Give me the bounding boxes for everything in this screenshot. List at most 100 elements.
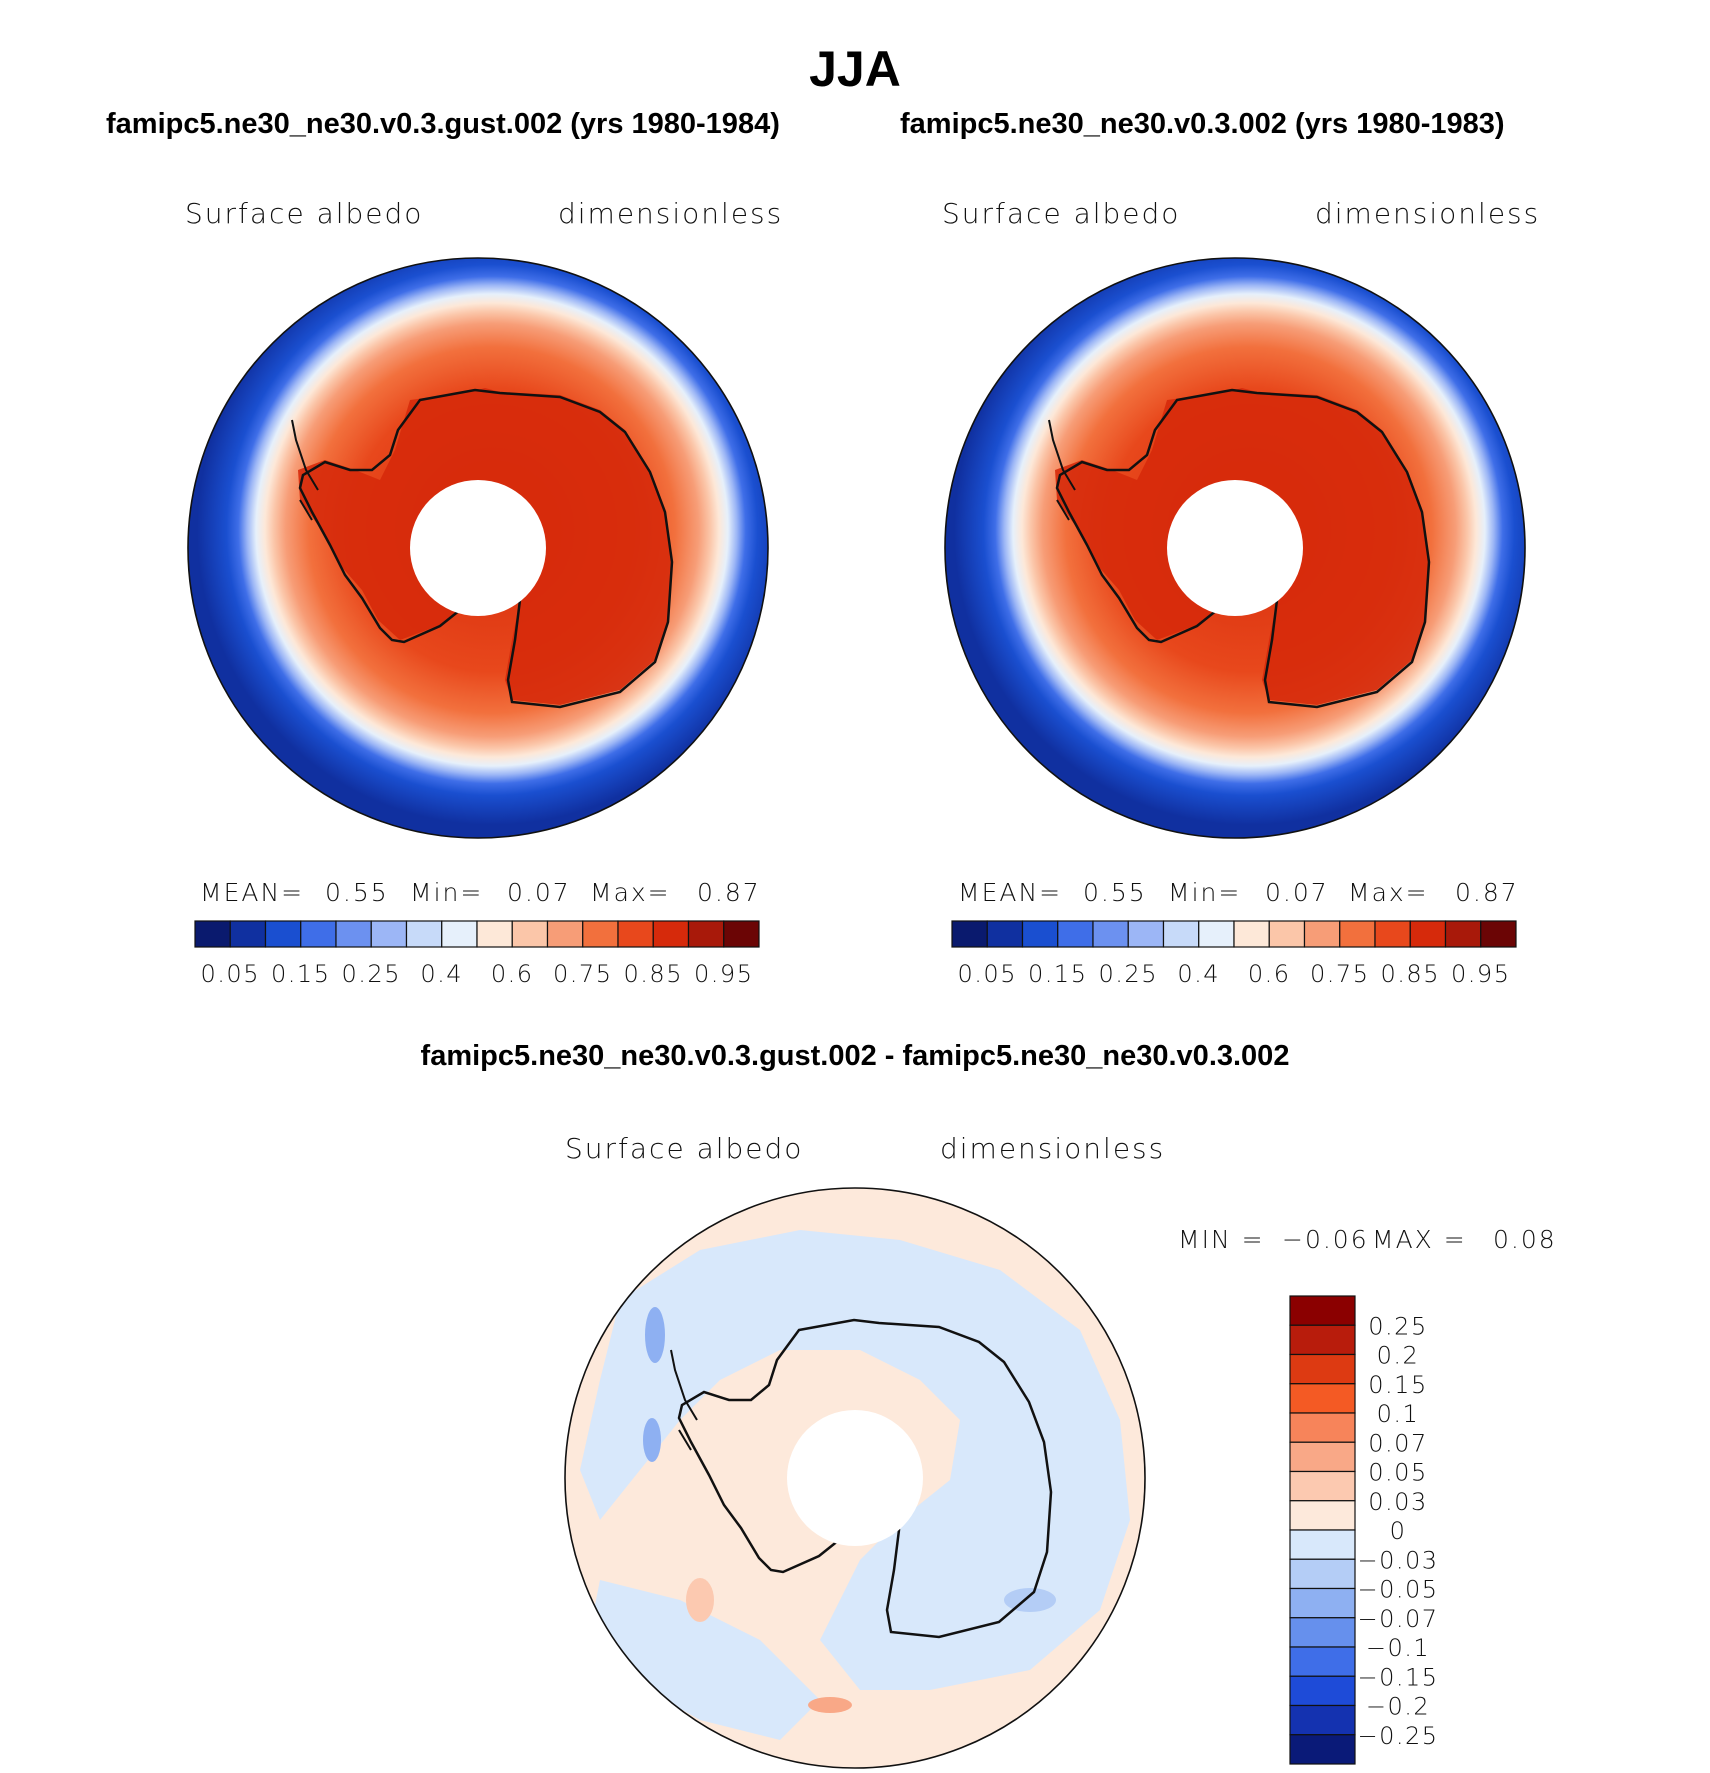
panel2-map-border <box>944 257 1526 839</box>
panel1-units-label: dimensionless <box>558 197 784 230</box>
panel2-colorbar-box <box>951 920 988 948</box>
panel1-colorbar-tick: 0.85 <box>624 960 683 988</box>
diff-colorbar-tick: 0.07 <box>1368 1429 1427 1457</box>
panel1-colorbar-box <box>511 920 549 948</box>
diff-colorbar-tick: 0.03 <box>1368 1488 1427 1516</box>
diff-colorbar-tick: −0.07 <box>1357 1605 1438 1633</box>
diff-colorbar-tick: −0.25 <box>1357 1722 1438 1750</box>
diff-colorbar-tick: 0.15 <box>1368 1371 1427 1399</box>
panel2-colorbar-tick: 0.05 <box>958 960 1017 988</box>
panel2-colorbar-box <box>1057 920 1094 948</box>
panel1-map-border <box>187 257 769 839</box>
diff-colorbar-box <box>1289 1383 1356 1414</box>
panel2-units-label: dimensionless <box>1315 197 1541 230</box>
panel2-colorbar-tick: 0.6 <box>1248 960 1291 988</box>
diff-map <box>564 1187 1146 1769</box>
diff-colorbar-box <box>1289 1500 1356 1531</box>
diff-colorbar-box <box>1289 1353 1356 1385</box>
panel1-min-value: 0.07 <box>507 878 571 907</box>
diff-colorbar-tick: 0.05 <box>1368 1459 1427 1487</box>
figure-title: JJA <box>809 41 901 97</box>
diff-colorbar-box <box>1289 1558 1356 1590</box>
panel2-colorbar-tick: 0.85 <box>1381 960 1440 988</box>
panel2-colorbar-tick: 0.4 <box>1177 960 1220 988</box>
panel2-colorbar-tick: 0.25 <box>1099 960 1158 988</box>
panel2-colorbar-box <box>1268 920 1306 948</box>
diff-map-border <box>564 1187 1146 1769</box>
panel2-max-value: 0.87 <box>1455 878 1519 907</box>
panel1-colorbar-box <box>405 920 443 948</box>
panel1-colorbar-box <box>229 920 267 948</box>
diff-peninsula-coast <box>670 1349 698 1451</box>
panel1-colorbar-box <box>652 920 690 948</box>
panel2-pole-hole <box>1167 480 1303 616</box>
diff-colorbar-box <box>1289 1324 1356 1356</box>
panel1-colorbar-box <box>687 920 725 948</box>
diff-max-label: MAX = <box>1372 1225 1467 1254</box>
panel1-colorbar-box <box>264 920 302 948</box>
panel2-colorbar-tick: 0.15 <box>1028 960 1087 988</box>
diff-colorbar-tick: −0.03 <box>1357 1546 1438 1574</box>
panel2-colorbar-box <box>1021 920 1059 948</box>
panel2-colorbar-box <box>1409 920 1447 948</box>
panel1-colorbar-box <box>546 920 584 948</box>
panel2-min-label: Min= <box>1168 878 1242 907</box>
panel1-colorbar-tick: 0.4 <box>420 960 463 988</box>
panel2-colorbar-box <box>1233 920 1270 948</box>
diff-pole-hole <box>787 1410 923 1546</box>
panel1-min-label: Min= <box>410 878 484 907</box>
diff-colorbar-tick: −0.15 <box>1357 1663 1438 1691</box>
panel1-colorbar-tick: 0.15 <box>271 960 330 988</box>
panel1-colorbar-tick: 0.25 <box>342 960 401 988</box>
diff-min-value: −0.06 <box>1282 1225 1369 1254</box>
panel1-colorbar-box <box>335 920 372 948</box>
panel2-map <box>944 257 1526 839</box>
panel2-colorbar-box <box>1444 920 1482 948</box>
diff-negative-anomaly-1 <box>645 1307 665 1363</box>
diff-colorbar-box <box>1289 1646 1356 1677</box>
diff-title: famipc5.ne30_ne30.v0.3.gust.002 - famipc… <box>420 1040 1290 1072</box>
diff-colorbar-box <box>1289 1734 1356 1765</box>
panel1-colorbar-tick: 0.95 <box>694 960 753 988</box>
diff-variable-label: Surface albedo <box>565 1132 804 1165</box>
panel1-colorbar-box <box>723 920 760 948</box>
panel1-pole-hole <box>410 480 546 616</box>
panel1-mean-value: 0.55 <box>325 878 389 907</box>
panel2-colorbar-tick: 0.95 <box>1451 960 1510 988</box>
diff-min-label: MIN = <box>1178 1225 1265 1254</box>
diff-positive-anomaly-2 <box>686 1578 714 1622</box>
panel1-colorbar-tick: 0.05 <box>201 960 260 988</box>
diff-colorbar-tick: 0.1 <box>1377 1400 1420 1428</box>
diff-colorbar-tick: 0 <box>1390 1517 1407 1545</box>
diff-colorbar-tick: −0.1 <box>1366 1634 1430 1662</box>
diff-colorbar-box <box>1289 1412 1356 1443</box>
diff-colorbar-box <box>1289 1617 1356 1648</box>
panel2-mean-value: 0.55 <box>1083 878 1147 907</box>
diff-max-value: 0.08 <box>1493 1225 1557 1254</box>
panel1-colorbar-box <box>194 920 231 948</box>
panel2-variable-label: Surface albedo <box>942 197 1181 230</box>
diff-colorbar-tick: 0.2 <box>1377 1342 1420 1370</box>
diff-negative-anomaly-2 <box>643 1418 661 1462</box>
diff-units-label: dimensionless <box>940 1132 1166 1165</box>
diff-colorbar-tick: −0.2 <box>1366 1693 1430 1721</box>
diff-negative-region <box>580 1230 1130 1690</box>
panel1-colorbar-box <box>370 920 408 948</box>
panel1-map <box>187 257 769 839</box>
panel2-colorbar-box <box>1162 920 1200 948</box>
panel1-colorbar-tick: 0.75 <box>553 960 612 988</box>
panel1-variable-label: Surface albedo <box>185 197 424 230</box>
diff-colorbar-tick: 0.25 <box>1368 1312 1427 1340</box>
panel1-colorbar-box <box>617 920 654 948</box>
diff-colorbar-box <box>1289 1587 1356 1619</box>
diff-colorbar-box <box>1289 1529 1356 1560</box>
panel1-colorbar-box <box>582 920 619 948</box>
panel1-colorbar-tick: 0.6 <box>491 960 534 988</box>
panel1-colorbar-box <box>476 920 513 948</box>
panel1-max-value: 0.87 <box>697 878 761 907</box>
panel1-mean-label: MEAN= <box>200 878 305 907</box>
panel1-case-title: famipc5.ne30_ne30.v0.3.gust.002 (yrs 198… <box>106 108 780 140</box>
panel2-colorbar-box <box>1480 920 1517 948</box>
